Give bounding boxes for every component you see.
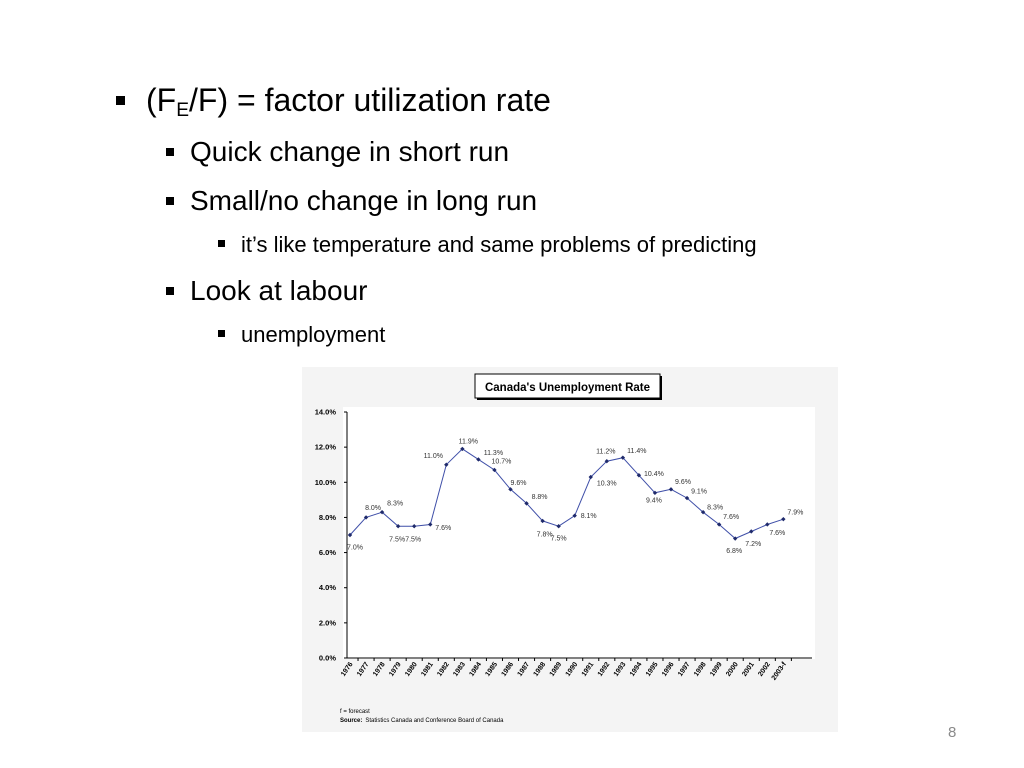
source-label: Source: (340, 718, 362, 724)
bullet-text: Look at labour (190, 275, 368, 306)
data-point (668, 487, 674, 492)
data-label: 7.2% (745, 541, 761, 548)
bullet-temperature: it’s like temperature and same problems … (218, 232, 757, 258)
data-label: 8.0% (365, 505, 381, 512)
square-bullet-icon (116, 96, 125, 105)
bullet-unemployment: unemployment (218, 322, 386, 348)
data-point (460, 446, 465, 452)
bullet-text-rest: /F) = factor utilization rate (189, 82, 551, 118)
data-point (620, 455, 626, 460)
data-point (765, 522, 770, 527)
data-label: 8.3% (387, 501, 403, 508)
series-line (349, 448, 784, 540)
y-tick-label: 4.0% (319, 583, 336, 592)
data-point (716, 522, 722, 527)
data-label: 6.8% (726, 548, 742, 555)
chart-canvas: Canada's Unemployment Rate 0.0% 2.0% 4.0% 6… (302, 367, 838, 732)
data-point (508, 487, 513, 492)
title-box (474, 373, 661, 399)
square-bullet-icon (218, 330, 225, 337)
y-tick-label: 6.0% (319, 548, 336, 557)
data-label: 11.9% (459, 438, 478, 445)
data-label: 7.5% (405, 537, 421, 544)
bullet-quick-change: Quick change in short run (166, 136, 510, 168)
data-label: 8.1% (581, 513, 597, 520)
plot-area (343, 407, 815, 659)
data-label: 9.6% (511, 480, 527, 487)
data-label: 9.6% (675, 479, 691, 486)
data-label: 11.0% (424, 453, 443, 460)
data-point (636, 473, 642, 478)
y-tick-label: 12.0% (315, 443, 337, 452)
chart-title: Canada's Unemployment Rate (485, 382, 650, 394)
data-label: 11.3% (484, 450, 503, 457)
data-label: 7.0% (347, 545, 363, 552)
bullet-text: Small/no change in long run (190, 185, 538, 216)
data-label: 7.8% (537, 531, 553, 538)
data-label: 9.4% (646, 497, 662, 504)
bullet-factor-utilization: (FE/F) = factor utilization rate (116, 82, 551, 122)
data-point (428, 522, 433, 527)
source-text: Statistics Canada and Conference Board o… (365, 718, 504, 724)
data-label: 7.5% (551, 536, 567, 543)
y-tick-group: 0.0% 2.0% 4.0% 6.0% 8.0% 10.0% 12.0% 14.0% (315, 408, 347, 663)
data-label: 8.8% (532, 494, 548, 501)
data-point (444, 462, 449, 467)
bullet-look-at-labour: Look at labour (166, 275, 368, 307)
y-tick-label: 10.0% (315, 478, 337, 487)
bullet-text-prefix: (F (146, 82, 177, 118)
data-point (749, 529, 754, 534)
data-label: 7.6% (435, 525, 451, 532)
square-bullet-icon (166, 197, 174, 205)
square-bullet-icon (166, 148, 174, 156)
data-label: 7.6% (769, 530, 785, 537)
y-tick-label: 8.0% (319, 513, 336, 522)
y-tick-label: 0.0% (319, 654, 336, 663)
square-bullet-icon (218, 240, 225, 247)
bullet-text: Quick change in short run (190, 136, 510, 167)
data-label: 7.9% (787, 510, 803, 517)
data-point (347, 532, 353, 538)
data-label: 10.4% (644, 471, 664, 478)
bullet-subscript: E (176, 99, 190, 121)
data-point (363, 515, 369, 520)
data-label: 10.7% (492, 458, 512, 465)
data-label: 11.2% (596, 449, 615, 456)
forecast-note: f = forecast (340, 709, 370, 715)
data-point (492, 467, 497, 473)
bullet-small-change: Small/no change in long run (166, 185, 538, 217)
data-label: 10.3% (597, 481, 617, 488)
source-note: Source: Statistics Canada and Conference … (340, 718, 504, 724)
unemployment-chart: Canada's Unemployment Rate 0.0% 2.0% 4.0% 6… (302, 367, 838, 732)
data-point (700, 509, 706, 515)
data-label-group: 7.0%8.0%8.3%7.5% 7.5%7.6%11.0%11.9%11.3%1… (347, 438, 803, 555)
page-number: 8 (948, 724, 957, 741)
data-label: 8.3% (707, 505, 723, 512)
bullet-text: it’s like temperature and same problems … (241, 232, 757, 257)
bullet-text: unemployment (241, 322, 386, 347)
y-tick-label: 14.0% (315, 408, 337, 417)
data-point (476, 457, 481, 462)
square-bullet-icon (166, 287, 174, 295)
y-tick-label: 2.0% (319, 618, 336, 627)
data-label: 7.6% (723, 514, 739, 521)
data-point (588, 474, 593, 480)
data-point (733, 536, 738, 541)
data-label: 9.1% (691, 489, 707, 496)
data-point (379, 509, 385, 515)
data-label: 7.5% (389, 537, 405, 544)
data-label: 11.4% (627, 448, 646, 455)
